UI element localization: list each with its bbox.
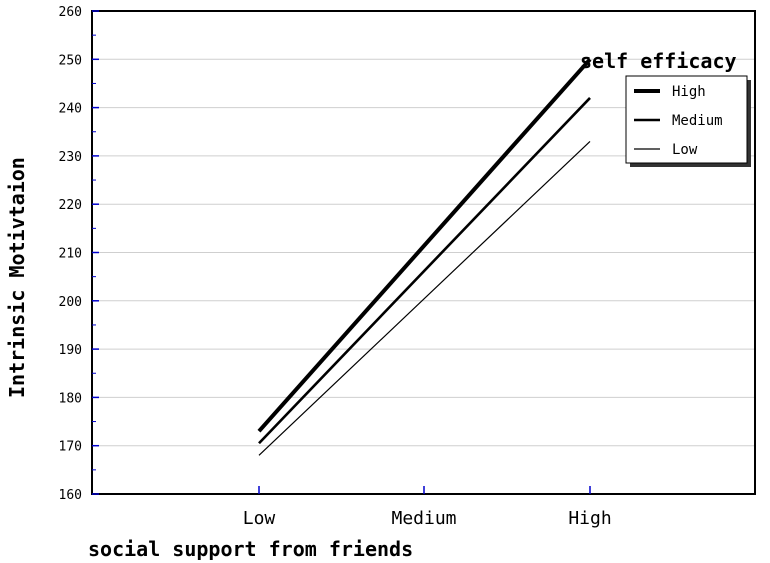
legend-label: Low (672, 142, 698, 158)
legend: self efficacy High Medium Low (580, 49, 751, 167)
gridlines (92, 58, 755, 447)
legend-label: Medium (672, 113, 723, 129)
series-line-high (257, 57, 592, 433)
y-axis-ticks: 160 170 180 190 200 210 220 230 240 250 260 (59, 5, 99, 503)
y-tick-label: 210 (59, 247, 82, 262)
y-tick-label: 180 (59, 391, 82, 406)
y-tick-label: 200 (59, 295, 82, 310)
series-lines (257, 57, 592, 456)
y-tick-label: 170 (59, 440, 82, 455)
y-tick-label: 190 (59, 343, 82, 358)
x-tick-label: Medium (391, 508, 456, 529)
y-tick-label: 160 (59, 488, 82, 503)
y-tick-label: 260 (59, 5, 82, 20)
series-line-medium (258, 97, 591, 445)
y-tick-label: 220 (59, 198, 82, 213)
x-tick-label: High (568, 508, 611, 529)
x-tick-label: Low (243, 508, 276, 529)
legend-title: self efficacy (580, 49, 737, 73)
y-tick-label: 230 (59, 150, 82, 165)
x-axis-title: social support from friends (88, 537, 413, 561)
y-axis-title: Intrinsic Motivtaion (5, 157, 29, 398)
legend-items: High Medium Low (634, 84, 723, 158)
series-line-low (258, 140, 591, 456)
y-tick-label: 240 (59, 102, 82, 117)
x-axis-ticks: Low Medium High (243, 486, 612, 529)
legend-label: High (672, 84, 706, 100)
y-tick-label: 250 (59, 53, 82, 68)
